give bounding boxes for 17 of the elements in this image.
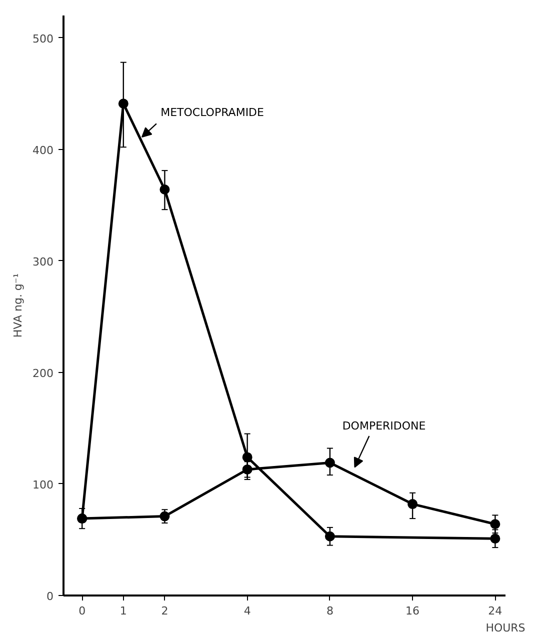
x-tick-label: 8 (326, 604, 334, 618)
x-axis-title: HOURS (486, 622, 526, 634)
y-tick-label: 400 (32, 144, 54, 157)
y-tick-label: 100 (32, 478, 54, 492)
y-tick-label: 200 (32, 366, 54, 380)
x-tick-label: 4 (244, 604, 251, 618)
y-tick-label: 500 (32, 32, 54, 46)
x-tick-label: 1 (120, 604, 127, 618)
y-tick-label: 300 (32, 255, 54, 268)
x-tick-label: 16 (406, 604, 420, 618)
text: METOCLOPRAMIDE (160, 106, 264, 120)
x-tick-label: 0 (78, 604, 86, 618)
x-tick-label: 2 (161, 604, 168, 618)
y-tick-label: 0 (46, 590, 54, 603)
text: DOMPERIDONE (342, 419, 426, 432)
x-tick-label: 24 (488, 604, 502, 618)
y-axis-title: HVA ng. g⁻¹ (12, 273, 25, 338)
